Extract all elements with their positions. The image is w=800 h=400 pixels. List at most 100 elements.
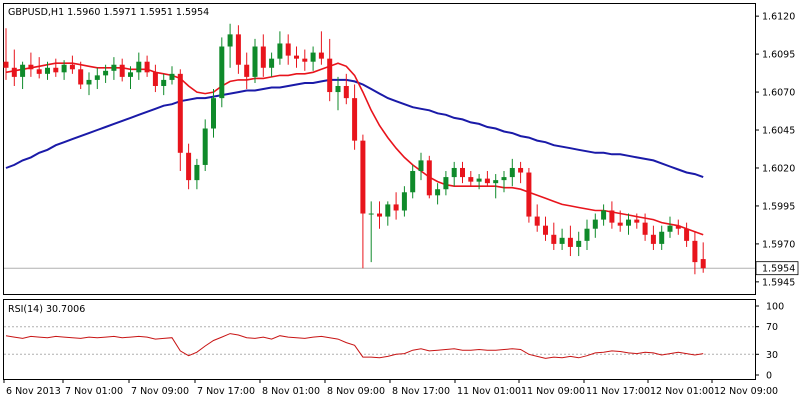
candle-body <box>601 210 607 220</box>
time-tick-label: 8 Nov 09:00 <box>327 386 385 397</box>
price-tick-label: 1.6045 <box>762 126 795 137</box>
candle <box>601 204 607 226</box>
candle-body <box>476 178 482 182</box>
candle-body <box>684 228 690 241</box>
time-tick-label: 11 Nov 17:00 <box>586 386 650 397</box>
candle-body <box>11 67 17 77</box>
candle-body <box>451 167 457 178</box>
candle <box>161 73 167 96</box>
candle-body <box>393 204 399 211</box>
candle-body <box>186 152 192 181</box>
candle-body <box>534 216 540 226</box>
candle-body <box>609 210 615 223</box>
candle <box>675 219 681 235</box>
candle-body <box>584 228 590 241</box>
candle-body <box>700 259 706 269</box>
candle-body <box>526 172 532 217</box>
price-tick-label: 1.6095 <box>762 50 795 61</box>
candle <box>352 84 358 150</box>
candle-body <box>53 67 59 73</box>
candle <box>36 57 42 79</box>
candle <box>410 164 416 199</box>
candle <box>650 225 656 250</box>
candle <box>144 55 150 77</box>
candle <box>69 55 75 74</box>
candle-body <box>435 189 441 196</box>
candle <box>343 73 349 105</box>
candle <box>559 228 565 250</box>
rsi-panel: RSI(14) 30.7006 <box>3 299 756 380</box>
candle-body <box>269 58 275 68</box>
candle-body <box>277 43 283 59</box>
current-price-tag: 1.5954 <box>755 261 799 276</box>
candle <box>235 25 241 74</box>
price-axis: 1.6120 1.6095 1.6070 1.6045 1.6020 1.5995 1.59… <box>755 12 795 288</box>
candlestick-series <box>3 23 706 275</box>
candle-body <box>227 34 233 47</box>
candle <box>11 49 17 86</box>
price-panel: GBPUSD,H1 1.5960 1.5971 1.5951 1.5954 <box>3 3 756 295</box>
rsi-axis: 100 70 30 0 <box>755 302 784 382</box>
candle-body <box>343 85 349 99</box>
candle <box>626 213 631 235</box>
rsi-tick-label: 100 <box>766 302 784 313</box>
candle <box>592 213 598 238</box>
candle-body <box>302 58 308 62</box>
candle-body <box>86 79 92 85</box>
candle <box>393 192 399 220</box>
candle <box>45 61 50 80</box>
candle <box>377 201 382 229</box>
candle-body <box>484 178 490 184</box>
candle-body <box>252 46 258 77</box>
candle-body <box>401 192 407 211</box>
candle-body <box>460 167 465 178</box>
candle-body <box>551 234 557 244</box>
time-tick-label: 7 Nov 01:00 <box>65 386 123 397</box>
candle <box>269 52 275 77</box>
candle <box>493 174 499 199</box>
candle <box>468 171 474 187</box>
candle-body <box>20 64 26 77</box>
candle-body <box>285 43 291 56</box>
candle-body <box>368 213 374 215</box>
candle <box>302 49 308 71</box>
candle <box>567 225 573 257</box>
rsi-line <box>5 333 704 359</box>
candle-body <box>119 64 125 77</box>
candle <box>194 158 200 190</box>
candle <box>418 152 424 181</box>
candle-body <box>211 98 216 129</box>
ma-slow-path <box>5 78 704 179</box>
candle <box>526 167 532 223</box>
current-price-label: 1.5954 <box>762 264 795 275</box>
candle <box>78 61 84 90</box>
candle <box>642 213 648 241</box>
candle <box>277 31 283 65</box>
candle <box>169 66 175 85</box>
candle <box>260 34 266 77</box>
candle <box>94 67 100 90</box>
candle-body <box>103 70 109 76</box>
candle <box>335 76 341 111</box>
candle-body <box>94 75 100 80</box>
candle <box>202 119 208 172</box>
candle-body <box>377 213 382 217</box>
ma-slow-line <box>5 78 704 179</box>
candle-body <box>61 64 67 73</box>
candle <box>20 61 26 90</box>
candle <box>3 28 9 80</box>
candle <box>609 201 615 229</box>
price-tick-label: 1.5970 <box>762 239 795 250</box>
candle-body <box>352 98 358 141</box>
candle <box>551 222 557 250</box>
candle <box>252 38 258 83</box>
candle <box>368 201 374 263</box>
candle <box>244 52 250 90</box>
candle-body <box>443 177 449 190</box>
candle <box>576 231 582 257</box>
candle-body <box>235 34 241 65</box>
candle <box>119 58 125 82</box>
candle <box>177 69 183 172</box>
candle <box>634 213 640 229</box>
candle <box>584 219 590 250</box>
